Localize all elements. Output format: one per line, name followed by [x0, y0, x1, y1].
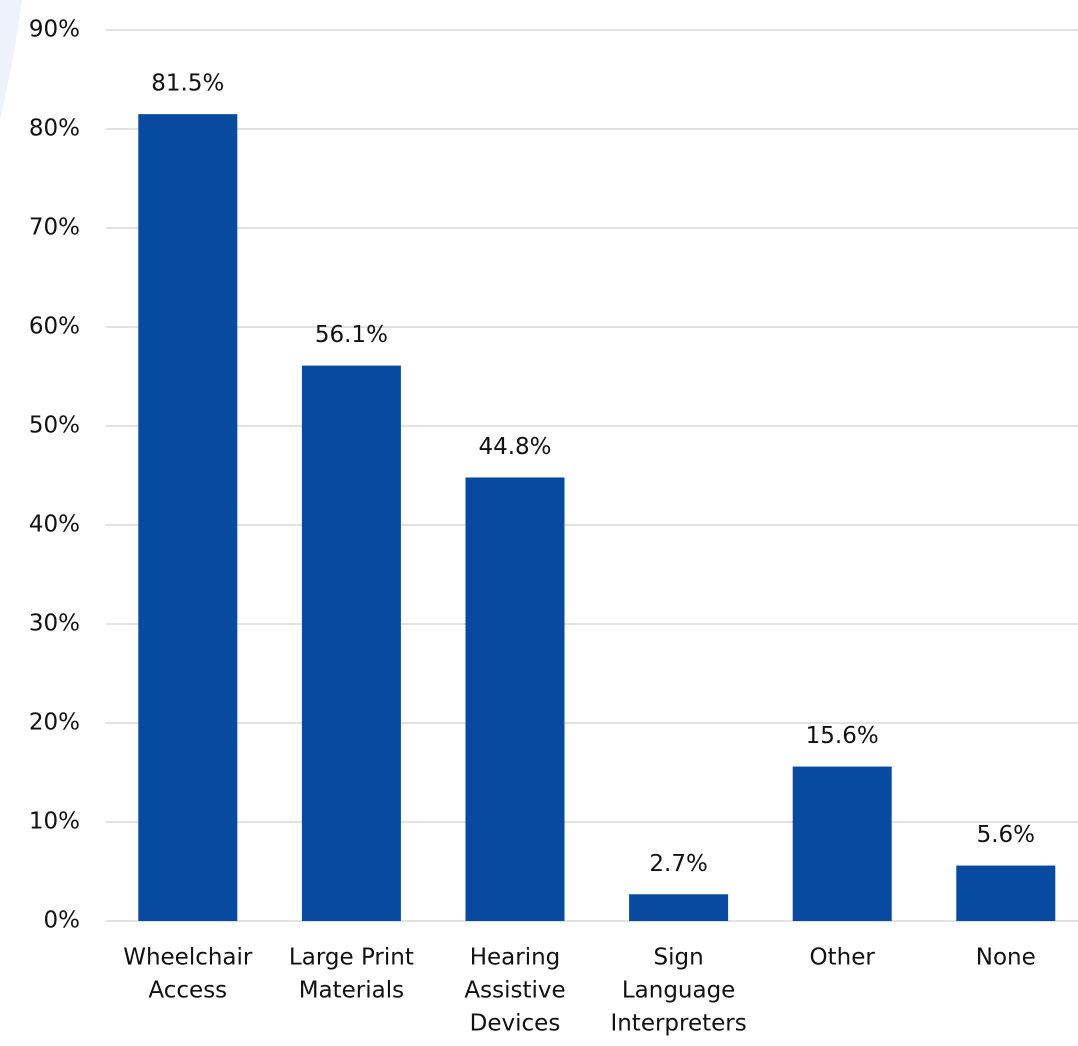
x-tick-label: Assistive: [464, 978, 565, 1004]
y-tick-label: 30%: [29, 611, 80, 637]
bar: [465, 477, 565, 921]
x-tick-label: Materials: [299, 978, 404, 1004]
bar: [138, 114, 238, 921]
y-tick-label: 0%: [44, 908, 81, 934]
data-label: 81.5%: [151, 71, 224, 97]
x-tick-label: Access: [148, 978, 227, 1004]
x-tick-label: Wheelchair: [123, 945, 253, 971]
y-tick-label: 80%: [29, 116, 80, 142]
data-label: 2.7%: [649, 851, 707, 877]
data-label: 56.1%: [315, 322, 388, 348]
y-tick-label: 60%: [29, 314, 80, 340]
bar: [792, 766, 892, 921]
x-tick-label: None: [976, 945, 1036, 971]
data-label: 5.6%: [977, 822, 1035, 848]
bar: [301, 365, 401, 921]
x-tick-label: Interpreters: [610, 1011, 746, 1037]
y-tick-label: 40%: [29, 512, 80, 538]
y-tick-label: 70%: [29, 215, 80, 241]
y-tick-label: 50%: [29, 413, 80, 439]
x-tick-label: Devices: [470, 1011, 561, 1037]
bar: [956, 865, 1056, 921]
decoration: [0, 0, 22, 120]
x-tick-label: Other: [810, 945, 876, 971]
y-tick-label: 10%: [29, 809, 80, 835]
bar: [629, 894, 729, 921]
x-tick-label: Language: [622, 978, 736, 1004]
x-tick-label: Hearing: [470, 945, 561, 971]
x-tick-label: Large Print: [289, 945, 414, 971]
x-tick-label: Sign: [654, 945, 704, 971]
y-tick-label: 20%: [29, 710, 80, 736]
data-label: 15.6%: [806, 723, 879, 749]
data-label: 44.8%: [478, 434, 551, 460]
y-tick-label: 90%: [29, 17, 80, 43]
